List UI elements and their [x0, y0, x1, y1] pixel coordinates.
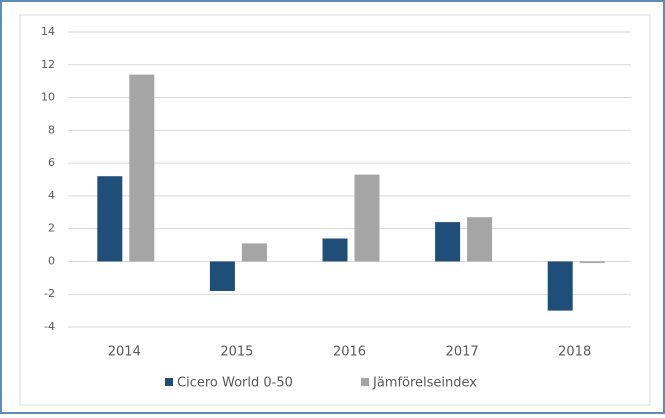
y-tick-label: 10 — [41, 91, 55, 104]
y-tick-label: 8 — [48, 123, 55, 136]
y-tick-label: 6 — [48, 156, 55, 169]
y-tick-label: 12 — [41, 58, 55, 71]
bar — [129, 74, 155, 262]
bar — [209, 261, 235, 291]
x-tick-label: 2015 — [220, 345, 253, 360]
x-tick-label: 2018 — [558, 345, 591, 360]
y-tick-label: 4 — [48, 189, 55, 202]
x-tick-label: 2014 — [108, 345, 141, 360]
y-tick-label: 14 — [41, 25, 55, 38]
bar — [241, 243, 267, 262]
legend-label: Cicero World 0-50 — [177, 376, 293, 391]
x-tick-label: 2016 — [333, 345, 366, 360]
bar — [97, 176, 123, 262]
legend-label: Jämförelseindex — [372, 376, 477, 391]
y-tick-label: 0 — [48, 254, 55, 267]
bar — [579, 261, 605, 264]
bar — [322, 238, 348, 262]
y-tick-label: -4 — [44, 320, 55, 333]
bar — [467, 217, 493, 262]
chart-area — [19, 14, 651, 406]
y-tick-label: -2 — [44, 287, 55, 300]
legend-swatch — [165, 378, 173, 386]
y-tick-label: 2 — [48, 222, 55, 235]
legend-swatch — [361, 378, 369, 386]
bar — [547, 261, 573, 311]
bar — [354, 174, 380, 262]
bar — [435, 222, 461, 262]
x-tick-label: 2017 — [446, 345, 479, 360]
